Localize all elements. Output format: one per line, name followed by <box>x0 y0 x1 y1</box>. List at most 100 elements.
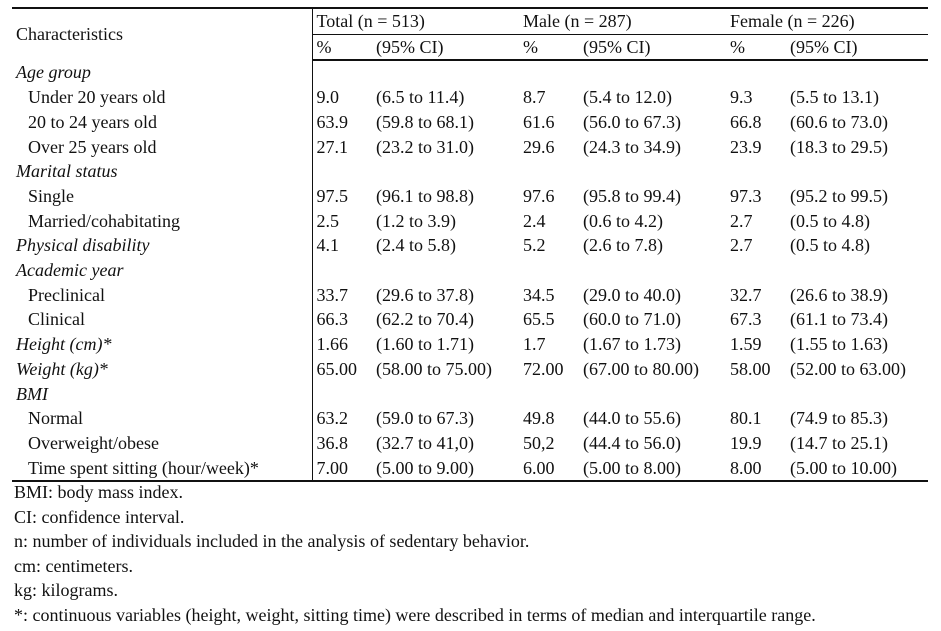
cell-female-pct: 80.1 <box>730 408 762 429</box>
cell-male-pct: 34.5 <box>523 284 555 305</box>
cell-male-pct: 2.4 <box>523 210 546 231</box>
cell-male-pct: 97.6 <box>523 185 555 206</box>
cell-female-ci: (5.5 to 13.1) <box>790 87 879 108</box>
cell-total-pct: 33.7 <box>316 284 349 305</box>
cell-total-pct <box>312 159 372 184</box>
header-male-pct: % <box>519 34 579 62</box>
cell-total-ci: (5.00 to 9.00) <box>372 455 519 483</box>
row-label: Normal <box>12 406 313 431</box>
cell-male-ci: (0.6 to 4.2) <box>583 210 663 231</box>
header-male: Male (n = 287) <box>519 6 726 35</box>
cell-male-ci: (29.0 to 40.0) <box>583 284 681 305</box>
cell-total-pct: 65.00 <box>316 358 358 379</box>
cell-male-pct: 49.8 <box>523 408 555 429</box>
row-label: Clinical <box>12 307 313 333</box>
row-label: 20 to 24 years old <box>12 109 313 135</box>
cell-male-ci: (5.00 to 8.00) <box>579 455 726 483</box>
header-total-ci: (95% CI) <box>372 34 519 62</box>
cell-total-pct <box>312 382 372 407</box>
cell-male-ci: (60.0 to 71.0) <box>583 309 681 330</box>
cell-total-ci: (6.5 to 11.4) <box>376 87 465 108</box>
cell-female-pct: 97.3 <box>730 185 762 206</box>
cell-female-ci: (74.9 to 85.3) <box>790 408 888 429</box>
cell-total-pct: 2.5 <box>316 210 340 231</box>
cell-female-pct: 1.59 <box>730 334 762 355</box>
cell-total-pct: 66.3 <box>316 309 349 330</box>
cell-female-pct <box>726 258 786 283</box>
footnote: n: number of individuals included in the… <box>14 531 530 552</box>
cell-male-ci <box>579 382 726 407</box>
cell-male-pct <box>519 382 579 407</box>
cell-male-ci <box>579 159 726 184</box>
cell-female-pct: 23.9 <box>730 136 762 157</box>
cell-female-pct: 58.00 <box>730 358 771 379</box>
table-row: Age group <box>12 60 928 86</box>
cell-male-pct: 5.2 <box>523 235 546 256</box>
cell-male-ci: (24.3 to 34.9) <box>583 136 681 157</box>
cell-male-pct: 1.7 <box>523 334 546 355</box>
footnote: cm: centimeters. <box>14 555 133 576</box>
cell-total-ci: (1.60 to 1.71) <box>376 334 474 355</box>
table-row: Marital status <box>12 159 928 184</box>
cell-male-ci: (5.4 to 12.0) <box>583 87 672 108</box>
characteristics-table: Characteristics Total (n = 513) Male (n … <box>12 6 928 483</box>
section-label: Physical disability <box>12 233 313 259</box>
cell-female-pct: 9.3 <box>730 87 753 108</box>
cell-male-pct <box>519 258 579 283</box>
cell-female-pct: 32.7 <box>730 284 762 305</box>
table-row: BMI <box>12 381 928 407</box>
cell-female-pct: 66.8 <box>730 111 762 132</box>
cell-female-ci: (1.55 to 1.63) <box>790 334 888 355</box>
cell-female-ci <box>786 60 928 85</box>
cell-total-ci: (59.8 to 68.1) <box>376 111 474 132</box>
cell-total-ci: (58.00 to 75.00) <box>376 358 492 379</box>
table-body: Age group Under 20 years old 9.0 (6.5 to 11… <box>12 60 928 483</box>
cell-female-ci: (26.6 to 38.9) <box>790 284 888 305</box>
footnote: BMI: body mass index. <box>14 482 183 502</box>
table-row: 20 to 24 years old 63.9 (59.8 to 68.1) 61.6… <box>12 109 928 135</box>
cell-total-pct: 1.66 <box>316 334 349 355</box>
cell-total-ci: (29.6 to 37.8) <box>376 284 474 305</box>
table-row: Weight (kg)* 65.00 (58.00 to 75.00) 72.00 (6… <box>12 356 928 382</box>
header-total: Total (n = 513) <box>312 6 519 35</box>
cell-male-ci: (44.0 to 55.6) <box>583 408 681 429</box>
section-label: Academic year <box>12 258 313 283</box>
table-row: Over 25 years old 27.1 (23.2 to 31.0) 29.6 (… <box>12 134 928 160</box>
cell-male-pct: 50,2 <box>523 432 555 453</box>
cell-total-ci <box>372 382 519 407</box>
header-female-ci: (95% CI) <box>786 34 928 62</box>
cell-male-ci: (56.0 to 67.3) <box>583 111 681 132</box>
table-footnotes: BMI: body mass index. CI: confidence inte… <box>14 480 816 628</box>
cell-female-pct <box>726 60 786 85</box>
cell-female-pct: 19.9 <box>730 432 762 453</box>
cell-male-pct <box>519 60 579 85</box>
cell-total-ci: (62.2 to 70.4) <box>376 309 474 330</box>
cell-male-ci: (95.8 to 99.4) <box>583 185 681 206</box>
cell-female-pct <box>726 159 786 184</box>
cell-total-ci: (96.1 to 98.8) <box>376 185 474 206</box>
table-row: Under 20 years old 9.0 (6.5 to 11.4) 8.7 (5.… <box>12 85 928 110</box>
cell-total-pct: 4.1 <box>316 235 340 256</box>
cell-male-pct: 65.5 <box>523 309 555 330</box>
cell-total-pct: 63.2 <box>316 408 349 429</box>
footnote: kg: kilograms. <box>14 580 118 601</box>
cell-total-pct: 36.8 <box>316 432 349 453</box>
section-label: BMI <box>12 381 313 407</box>
row-label: Preclinical <box>12 282 313 308</box>
footnote: *: continuous variables (height, weight,… <box>14 604 816 625</box>
cell-female-ci: (14.7 to 25.1) <box>790 432 888 453</box>
section-label: Height (cm)* <box>12 332 313 357</box>
cell-male-pct: 72.00 <box>523 358 564 379</box>
cell-female-pct: 67.3 <box>730 309 762 330</box>
table-row: Single 97.5 (96.1 to 98.8) 97.6 (95.8 to 99.… <box>12 183 928 209</box>
cell-male-ci: (44.4 to 56.0) <box>583 432 681 453</box>
table-header: Characteristics Total (n = 513) Male (n … <box>12 6 928 62</box>
cell-female-ci <box>786 258 928 283</box>
row-label: Single <box>12 183 313 209</box>
section-label: Weight (kg)* <box>12 356 313 382</box>
cell-male-pct: 6.00 <box>519 455 579 483</box>
cell-total-pct <box>312 60 372 85</box>
cell-total-pct <box>312 258 372 283</box>
table-row: Clinical 66.3 (62.2 to 70.4) 65.5 (60.0 to 7… <box>12 307 928 333</box>
